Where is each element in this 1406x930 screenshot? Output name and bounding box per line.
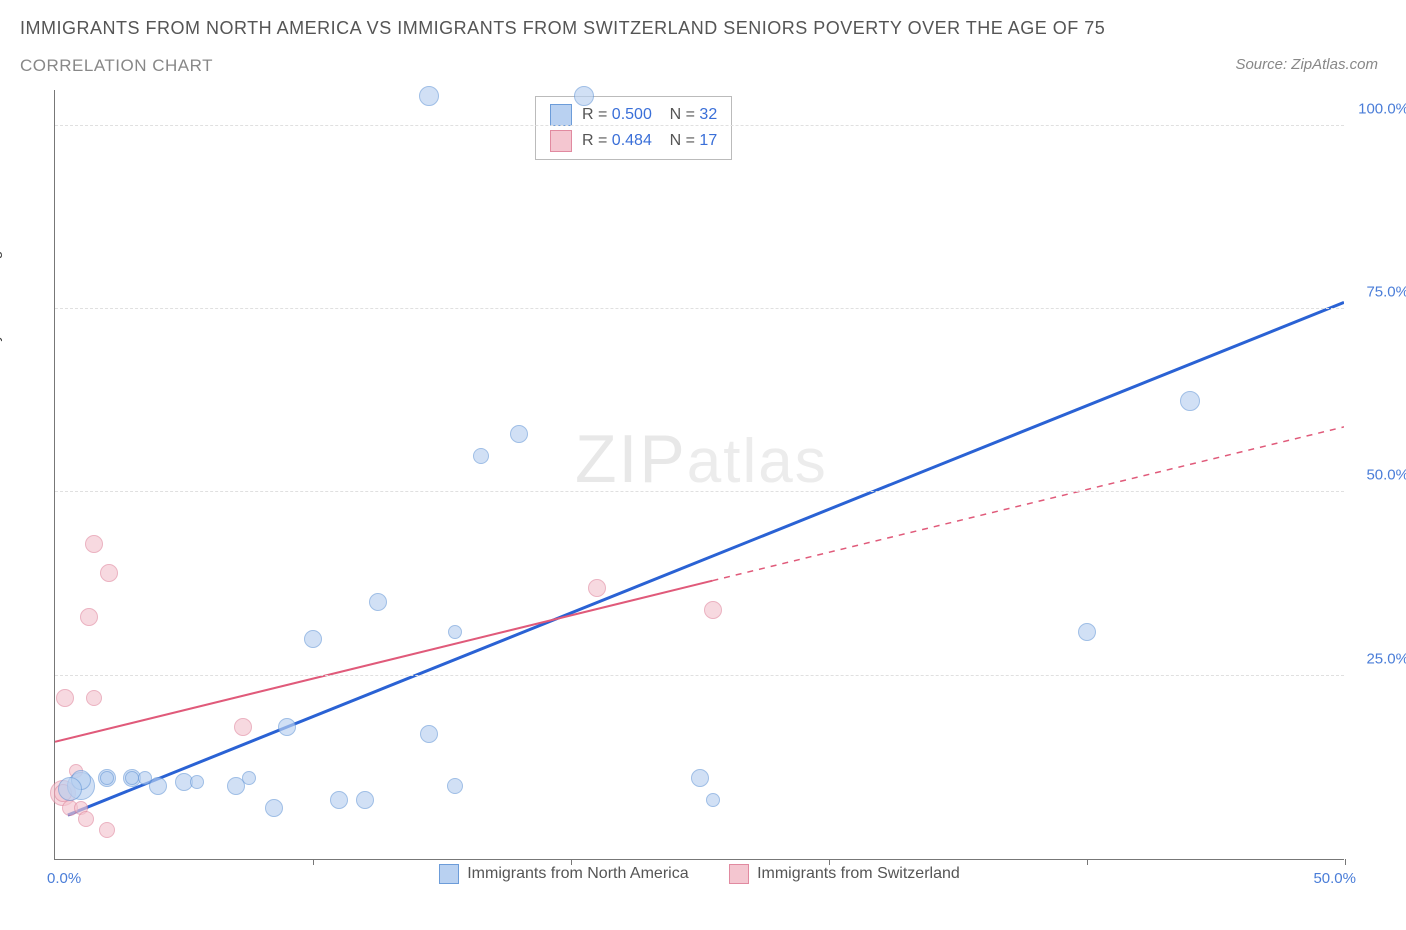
- data-point: [704, 601, 722, 619]
- data-point: [574, 86, 594, 106]
- data-point: [691, 769, 709, 787]
- data-point: [369, 593, 387, 611]
- source-attribution: Source: ZipAtlas.com: [1235, 56, 1378, 73]
- data-point: [138, 771, 152, 785]
- data-point: [86, 690, 102, 706]
- legend-item-ch: Immigrants from Switzerland: [729, 864, 960, 884]
- data-point: [100, 564, 118, 582]
- data-point: [356, 791, 374, 809]
- data-point: [330, 791, 348, 809]
- data-point: [588, 579, 606, 597]
- series-label-ch: Immigrants from Switzerland: [757, 865, 960, 883]
- data-point: [304, 630, 322, 648]
- data-point: [78, 811, 94, 827]
- data-point: [1180, 391, 1200, 411]
- watermark: ZIPatlas: [575, 420, 828, 498]
- gridline: [55, 308, 1344, 309]
- y-tick-label: 50.0%: [1366, 467, 1406, 484]
- x-tick: [829, 859, 830, 865]
- data-point: [80, 608, 98, 626]
- x-tick: [1345, 859, 1346, 865]
- n-value: 17: [699, 132, 717, 149]
- data-point: [278, 718, 296, 736]
- r-label: R =: [582, 106, 607, 123]
- r-value: 0.500: [612, 106, 652, 123]
- chart-subtitle: CORRELATION CHART: [20, 56, 213, 76]
- y-tick-label: 100.0%: [1358, 100, 1406, 117]
- data-point: [1078, 623, 1096, 641]
- swatch-north-america: [550, 104, 572, 126]
- data-point: [99, 822, 115, 838]
- y-tick-label: 25.0%: [1366, 650, 1406, 667]
- x-tick: [313, 859, 314, 865]
- legend-item-na: Immigrants from North America: [439, 864, 688, 884]
- data-point: [234, 718, 252, 736]
- scatter-chart: ZIPatlas R = 0.500 N = 32 R = 0.484 N = …: [54, 90, 1344, 860]
- data-point: [58, 777, 82, 801]
- y-tick-label: 75.0%: [1366, 284, 1406, 301]
- r-value: 0.484: [612, 132, 652, 149]
- series-legend: Immigrants from North America Immigrants…: [55, 864, 1344, 889]
- gridline: [55, 491, 1344, 492]
- x-tick: [571, 859, 572, 865]
- chart-title: IMMIGRANTS FROM NORTH AMERICA VS IMMIGRA…: [20, 18, 1105, 39]
- gridline: [55, 125, 1344, 126]
- gridline: [55, 675, 1344, 676]
- swatch-switzerland-icon: [729, 864, 749, 884]
- n-label: N =: [670, 106, 695, 123]
- n-label: N =: [670, 132, 695, 149]
- data-point: [85, 535, 103, 553]
- data-point: [419, 86, 439, 106]
- legend-text-na: R = 0.500 N = 32: [582, 106, 717, 124]
- data-point: [447, 778, 463, 794]
- swatch-switzerland: [550, 130, 572, 152]
- legend-row-ch: R = 0.484 N = 17: [550, 128, 717, 154]
- swatch-north-america-icon: [439, 864, 459, 884]
- x-tick: [1087, 859, 1088, 865]
- watermark-main: ZIP: [575, 421, 687, 497]
- data-point: [190, 775, 204, 789]
- trend-lines: [55, 90, 1344, 859]
- data-point: [265, 799, 283, 817]
- correlation-legend: R = 0.500 N = 32 R = 0.484 N = 17: [535, 96, 732, 160]
- watermark-sub: atlas: [687, 427, 828, 496]
- data-point: [125, 771, 139, 785]
- data-point: [100, 771, 114, 785]
- data-point: [706, 793, 720, 807]
- y-axis-label: Seniors Poverty Over the Age of 75: [0, 205, 3, 440]
- r-label: R =: [582, 132, 607, 149]
- series-label-na: Immigrants from North America: [467, 865, 688, 883]
- data-point: [420, 725, 438, 743]
- data-point: [510, 425, 528, 443]
- n-value: 32: [699, 106, 717, 123]
- legend-text-ch: R = 0.484 N = 17: [582, 132, 717, 150]
- data-point: [242, 771, 256, 785]
- data-point: [56, 689, 74, 707]
- data-point: [448, 625, 462, 639]
- data-point: [473, 448, 489, 464]
